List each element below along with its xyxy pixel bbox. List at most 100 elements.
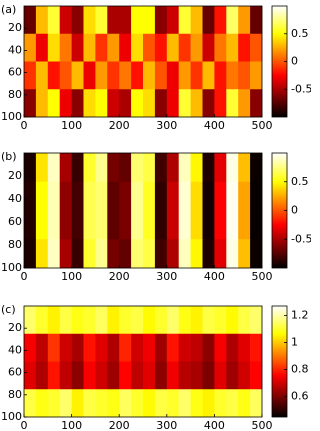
heat-cell — [71, 306, 84, 335]
heat-cell — [166, 6, 179, 35]
heat-cell — [131, 153, 144, 183]
heat-cell — [107, 6, 120, 35]
heat-cell — [59, 61, 72, 90]
heat-cell — [202, 89, 215, 118]
heat-cell — [202, 333, 215, 362]
colorbar-tick-label: -0.5 — [291, 232, 311, 245]
heat-cell — [238, 333, 251, 362]
panel-label: (b) — [1, 150, 17, 163]
heat-cell — [131, 239, 144, 269]
heat-cell — [143, 389, 156, 418]
heat-cell — [143, 6, 156, 35]
heat-cell — [47, 61, 60, 90]
colorbar-tick-label: -0.5 — [291, 82, 311, 95]
heat-cell — [178, 6, 191, 35]
heat-cell — [131, 210, 144, 240]
heat-cell — [83, 181, 96, 211]
heat-cell — [143, 153, 156, 183]
y-tick-label: 80 — [8, 88, 22, 101]
y-tick-label: 20 — [8, 21, 22, 34]
heat-cell — [214, 361, 227, 390]
heat-cell — [214, 89, 227, 118]
heat-cell — [250, 153, 263, 183]
heat-cell — [131, 61, 144, 90]
heat-cell — [178, 389, 191, 418]
colorbar-tick-label: 0 — [291, 55, 298, 68]
heat-cell — [190, 333, 203, 362]
heat-cell — [119, 181, 132, 211]
heat-cell — [24, 239, 37, 269]
heat-cell — [143, 61, 156, 90]
heat-cell — [95, 210, 108, 240]
heat-cell — [119, 89, 132, 118]
heat-cell — [202, 361, 215, 390]
heat-cell — [71, 153, 84, 183]
heat-cell — [83, 239, 96, 269]
heat-cell — [71, 389, 84, 418]
heat-cell — [71, 333, 84, 362]
heat-cell — [226, 89, 239, 118]
heat-cell — [47, 239, 60, 269]
heat-cell — [166, 89, 179, 118]
heat-cell — [83, 306, 96, 335]
heat-cell — [71, 61, 84, 90]
heat-cell — [119, 61, 132, 90]
heat-cell — [166, 361, 179, 390]
x-tick-label: 100 — [61, 419, 82, 431]
heat-cell — [214, 333, 227, 362]
heat-cell — [95, 239, 108, 269]
heat-cell — [119, 6, 132, 35]
heat-cell — [107, 33, 120, 62]
heat-cell — [143, 33, 156, 62]
heat-cell — [71, 6, 84, 35]
x-tick-label: 100 — [61, 270, 82, 283]
x-tick-label: 200 — [109, 119, 130, 132]
heat-cell — [24, 6, 37, 35]
heat-cell — [95, 153, 108, 183]
y-tick-label: 20 — [8, 321, 22, 334]
heat-cell — [190, 33, 203, 62]
colorbar-tick-label: 0 — [291, 204, 298, 217]
y-tick-label: 100 — [1, 261, 22, 274]
heat-cell — [24, 210, 37, 240]
colorbar-tick-label: 1 — [291, 336, 298, 349]
heat-cell — [178, 210, 191, 240]
heat-cell — [226, 153, 239, 183]
heat-cell — [71, 210, 84, 240]
heat-cell — [47, 333, 60, 362]
heat-cell — [190, 306, 203, 335]
heat-cell — [166, 61, 179, 90]
heat-cell — [166, 389, 179, 418]
heat-cell — [47, 153, 60, 183]
plot-frame — [23, 305, 263, 418]
colorbar — [271, 305, 288, 418]
heat-cell — [59, 239, 72, 269]
heat-cell — [24, 333, 37, 362]
heat-cell — [226, 181, 239, 211]
heat-cell — [71, 181, 84, 211]
heat-cell — [24, 61, 37, 90]
heat-cell — [214, 6, 227, 35]
heat-cell — [119, 33, 132, 62]
heat-cell — [214, 33, 227, 62]
heat-cell — [131, 89, 144, 118]
heat-cell — [131, 181, 144, 211]
heat-cell — [238, 33, 251, 62]
heat-cell — [178, 239, 191, 269]
heat-cell — [47, 361, 60, 390]
heat-cell — [59, 153, 72, 183]
heat-cell — [202, 181, 215, 211]
heat-cell — [59, 361, 72, 390]
plot-frame — [23, 152, 263, 269]
heat-cell — [47, 6, 60, 35]
heat-cell — [35, 6, 49, 35]
x-tick-label: 300 — [156, 419, 177, 431]
heat-cell — [226, 33, 239, 62]
heat-cell — [214, 239, 227, 269]
heat-cell — [190, 239, 203, 269]
heat-cell — [166, 239, 179, 269]
heat-cell — [238, 89, 251, 118]
heat-cell — [154, 33, 168, 62]
heat-cell — [154, 389, 168, 418]
